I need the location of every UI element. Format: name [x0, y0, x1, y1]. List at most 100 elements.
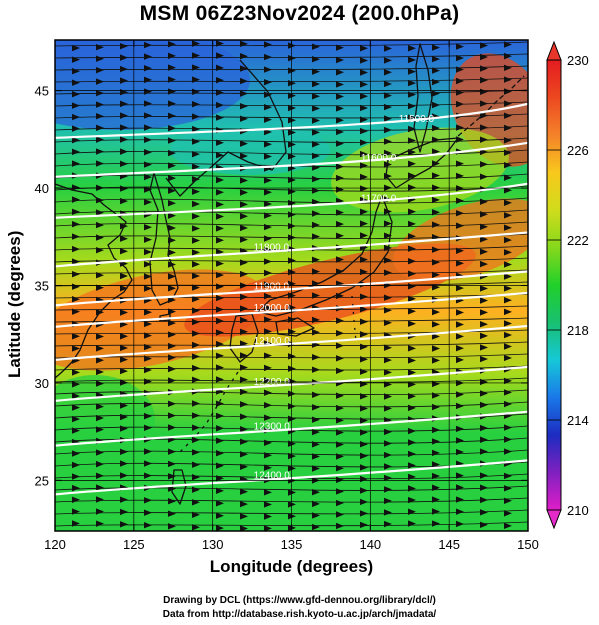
wind-arrow: [96, 89, 104, 97]
wind-arrow: [168, 212, 176, 219]
izu-islands: [351, 295, 357, 343]
contour-label: 12400.0: [254, 470, 291, 481]
wind-arrow: [432, 172, 440, 179]
wind-arrow: [504, 149, 512, 156]
wind-arrow: [192, 486, 200, 493]
wind-arrow: [336, 417, 344, 424]
wind-arrow: [336, 209, 344, 216]
wind-arrow: [216, 151, 224, 159]
wind-arrow: [96, 44, 104, 51]
wind-arrow: [192, 40, 200, 47]
wind-arrow: [384, 440, 392, 447]
wind-arrow: [168, 162, 176, 169]
wind-arrow: [240, 52, 248, 60]
wind-arrow: [432, 357, 440, 364]
wind-arrow: [336, 453, 344, 460]
colorbar-bottom-arrow: [546, 509, 562, 530]
wind-arrow: [504, 522, 512, 530]
x-tick-label: 125: [123, 537, 145, 552]
wind-arrow: [312, 141, 320, 148]
wind-arrow: [168, 249, 176, 256]
wind-arrow: [504, 41, 512, 48]
wind-arrow: [192, 318, 200, 326]
wind-arrow: [72, 90, 80, 98]
wind-arrow: [312, 117, 320, 124]
wind-arrow: [144, 261, 152, 268]
wind-arrow: [504, 88, 512, 95]
wind-arrow: [384, 520, 392, 528]
wind-arrow: [408, 508, 416, 515]
wind-arrow: [192, 138, 200, 145]
wind-arrow: [264, 389, 272, 396]
wind-arrow: [240, 201, 248, 208]
wind-arrow: [312, 175, 320, 183]
wind-arrow: [384, 294, 392, 301]
wind-arrow: [96, 66, 104, 74]
wind-arrow: [312, 152, 320, 160]
wind-arrow: [120, 160, 128, 168]
wind-arrow: [408, 137, 416, 144]
wind-arrow: [432, 160, 440, 167]
wind-arrow: [360, 104, 368, 112]
wind-arrow: [240, 77, 248, 85]
wind-arrow: [72, 196, 80, 203]
wind-arrow: [192, 88, 200, 96]
wind-arrow: [360, 150, 368, 158]
wind-arrow: [432, 520, 440, 527]
streamline-21: [55, 293, 528, 299]
wind-arrow: [432, 380, 440, 388]
wind-arrow: [240, 40, 248, 48]
wind-arrow: [216, 524, 224, 531]
wind-arrow: [216, 352, 224, 360]
wind-arrow: [336, 392, 344, 399]
wind-arrow: [264, 501, 272, 508]
wind-arrow: [168, 460, 176, 468]
wind-arrow: [240, 236, 248, 243]
wind-arrow: [480, 173, 488, 180]
wind-arrow: [288, 501, 296, 508]
temperature-blob-5: [170, 125, 330, 175]
wind-arrow: [432, 508, 440, 515]
wind-arrow: [216, 512, 224, 519]
wind-arrow: [264, 66, 272, 73]
wind-arrow: [192, 412, 200, 419]
wind-arrow: [72, 333, 80, 340]
wind-arrow: [408, 257, 416, 265]
wind-arrow: [240, 293, 248, 301]
wind-arrow: [72, 392, 80, 400]
wind-arrow: [144, 248, 152, 256]
wind-arrow: [312, 198, 320, 206]
wind-arrow: [72, 450, 80, 457]
wind-arrow: [384, 369, 392, 376]
wind-arrow: [312, 93, 320, 100]
wind-arrow: [192, 341, 200, 349]
wind-arrow: [168, 319, 176, 327]
wind-arrow: [168, 187, 176, 194]
wind-arrow: [288, 403, 296, 410]
wind-arrow: [168, 412, 176, 419]
wind-arrow: [504, 343, 512, 350]
contour-label: 12100.0: [254, 336, 291, 347]
wind-arrow: [360, 487, 368, 494]
y-tick-label: 45: [35, 84, 49, 99]
wind-arrow: [480, 309, 488, 316]
wind-arrow: [264, 489, 272, 496]
wind-arrow: [504, 354, 512, 362]
wind-arrow: [480, 285, 488, 292]
wind-arrow: [96, 368, 104, 376]
wind-arrow: [168, 76, 176, 83]
wind-arrow: [504, 52, 512, 60]
wind-arrow: [480, 100, 488, 107]
wind-arrow: [216, 52, 224, 59]
wind-arrow: [72, 56, 80, 63]
x-tick-label: 150: [517, 537, 539, 552]
height-contour-11500.0: [55, 102, 528, 139]
wind-arrow: [384, 126, 392, 134]
wind-arrow: [168, 448, 176, 455]
wind-arrow: [360, 318, 368, 325]
wind-arrow: [360, 405, 368, 412]
wind-arrow: [408, 496, 416, 504]
wind-arrow: [312, 441, 320, 448]
wind-arrow: [480, 42, 488, 49]
streamline-38: [55, 497, 528, 503]
